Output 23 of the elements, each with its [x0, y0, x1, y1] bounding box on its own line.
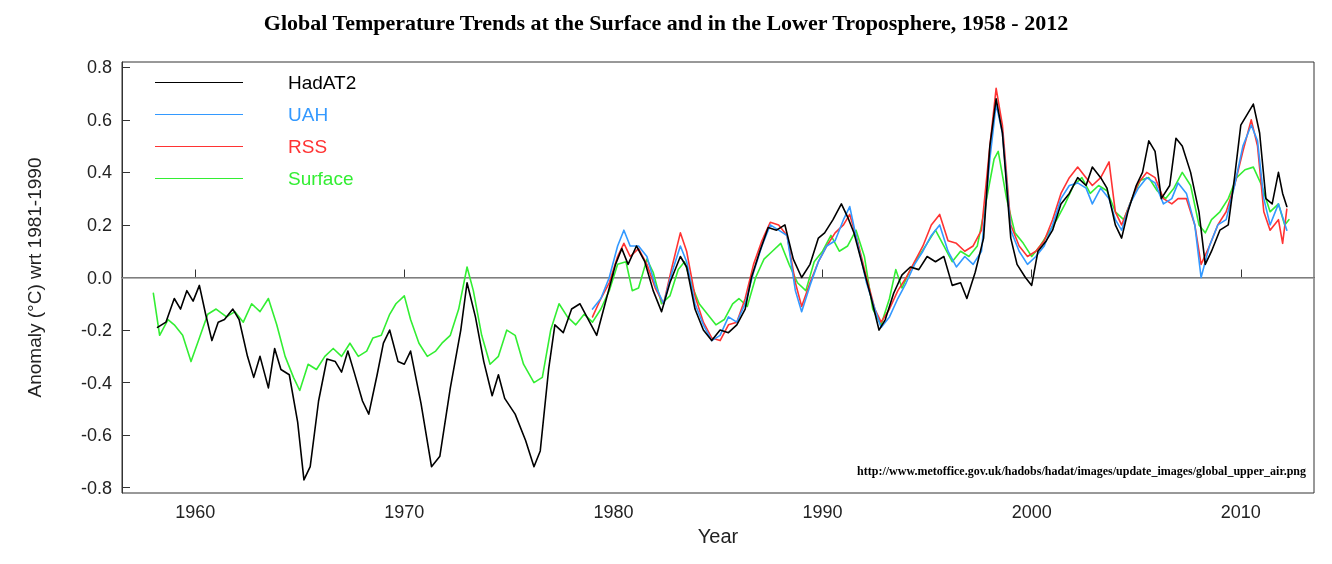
y-tick-label: 0.6 — [86, 109, 112, 130]
y-tick-label: -0.8 — [80, 477, 112, 498]
y-tick-label: -0.6 — [80, 425, 112, 446]
y-tick-label: 0.8 — [86, 57, 112, 78]
legend-label: Surface — [288, 168, 354, 189]
x-axis-title: Year — [697, 524, 739, 547]
y-tick-label: 0.2 — [86, 214, 112, 235]
y-tick-label: -0.2 — [80, 320, 112, 341]
legend-label: HadAT2 — [288, 72, 357, 93]
annotation: http://www.metoffice.gov.uk/hadobs/hadat/images/update_images/global_upper_air.png — [857, 464, 1307, 478]
x-tick-label: 2000 — [1011, 502, 1052, 522]
y-tick-label: -0.4 — [80, 372, 112, 393]
chart-title: Global Temperature Trends at the Surface and in the Lower Troposphere, 1958 - 2012 — [263, 9, 1069, 35]
y-tick-label: 0.0 — [86, 267, 112, 288]
legend-label: UAH — [288, 104, 329, 125]
y-tick-label: 0.4 — [86, 162, 112, 183]
x-tick-label: 2010 — [1220, 502, 1261, 522]
x-tick-label: 1980 — [593, 502, 634, 522]
x-tick-label: 1990 — [802, 502, 843, 522]
y-axis-title: Anomaly (°C) wrt 1981-1990 — [24, 157, 45, 398]
x-tick-label: 1970 — [384, 502, 425, 522]
legend-label: RSS — [288, 136, 328, 157]
x-tick-label: 1960 — [175, 502, 216, 522]
